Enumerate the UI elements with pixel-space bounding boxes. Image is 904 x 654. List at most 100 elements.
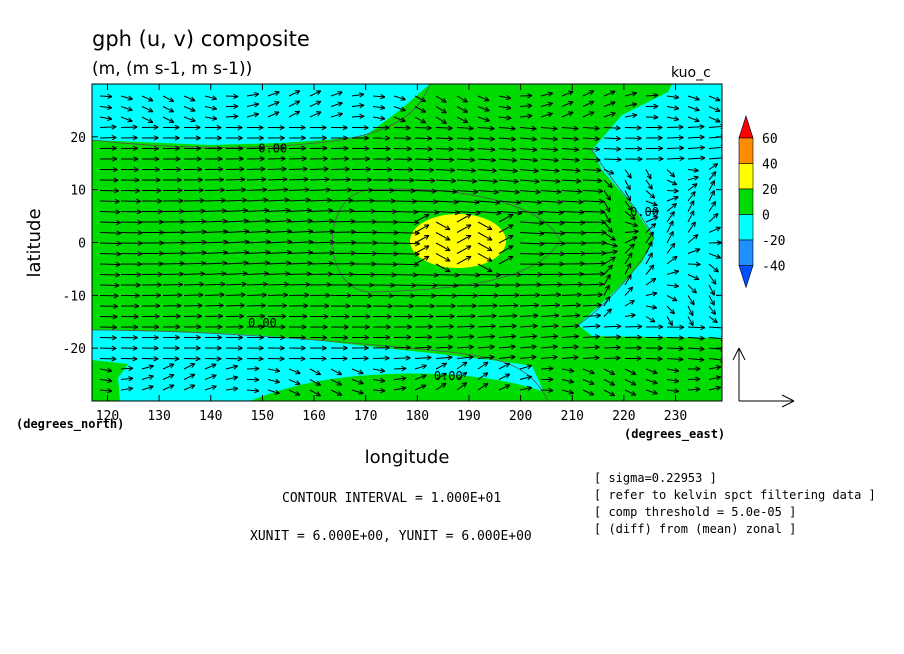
wind-vector <box>624 91 637 97</box>
wind-vector <box>246 356 264 362</box>
wind-vector <box>603 169 615 175</box>
wind-vector <box>456 178 477 184</box>
wind-vector <box>645 114 659 120</box>
y-tick-label: -10 <box>63 289 86 304</box>
wind-vector <box>414 167 435 173</box>
wind-vector <box>120 261 143 267</box>
x-tick-label: 200 <box>509 409 532 424</box>
wind-vector <box>330 135 348 141</box>
wind-vector <box>141 219 164 225</box>
wind-vector <box>288 110 301 118</box>
wind-vector <box>645 145 663 152</box>
wind-vector <box>183 106 196 112</box>
wind-vector <box>456 344 474 350</box>
wind-vector <box>204 324 223 330</box>
wind-vector <box>141 303 161 309</box>
wind-vector <box>204 334 222 341</box>
wind-vector <box>624 190 632 202</box>
wind-vector <box>204 292 225 298</box>
wind-vector <box>309 166 329 172</box>
wind-vector <box>477 210 502 216</box>
wind-vector <box>477 334 496 340</box>
wind-vector <box>162 124 180 131</box>
wind-vector <box>414 177 436 184</box>
wind-vector <box>351 282 374 288</box>
wind-vector <box>141 208 163 215</box>
wind-vector <box>351 135 369 141</box>
wind-vector <box>666 367 680 374</box>
x-tick-label: 160 <box>302 409 325 424</box>
x-tick-label: 180 <box>406 409 429 424</box>
wind-vector <box>288 176 309 182</box>
wind-vector <box>225 218 249 224</box>
wind-vector <box>393 313 413 320</box>
wind-vector <box>309 100 322 107</box>
wind-vector <box>393 135 411 141</box>
wind-vector <box>351 389 364 395</box>
wind-vector <box>120 324 139 330</box>
wind-vector <box>519 323 538 329</box>
wind-vector <box>225 166 245 172</box>
wind-vector <box>582 90 595 97</box>
wind-vector <box>666 195 679 202</box>
wind-vector <box>99 156 118 162</box>
wind-vector <box>288 135 306 141</box>
wind-vector <box>267 345 285 351</box>
wind-vector <box>120 345 138 351</box>
wind-vector <box>309 292 331 298</box>
wind-vector <box>645 241 653 254</box>
wind-vector <box>141 271 163 277</box>
wind-vector <box>372 303 393 309</box>
wind-vector <box>183 124 201 131</box>
wind-vector <box>225 93 239 99</box>
wind-vector <box>582 302 602 308</box>
wind-vector <box>246 324 265 330</box>
wind-vector <box>183 313 202 319</box>
wind-vector <box>99 230 122 236</box>
wind-vector <box>162 156 181 162</box>
wind-vector <box>561 344 579 350</box>
wind-vector <box>603 101 616 107</box>
wind-vector <box>435 178 457 184</box>
wind-vector <box>456 323 475 330</box>
wind-vector <box>141 229 164 236</box>
wind-vector <box>687 183 698 191</box>
wind-vector <box>225 156 244 162</box>
wind-vector <box>624 102 638 108</box>
wind-vector <box>267 292 289 298</box>
wind-vector <box>624 299 635 307</box>
wind-vector <box>246 135 264 141</box>
wind-vector <box>645 179 653 190</box>
wind-vector <box>603 221 613 233</box>
wind-vector <box>120 106 133 112</box>
wind-vector <box>498 178 519 184</box>
wind-vector <box>603 146 622 152</box>
wind-vector <box>351 166 371 172</box>
wind-vector <box>624 323 643 330</box>
wind-vector <box>540 91 554 97</box>
wind-vector <box>477 282 500 288</box>
wind-vector <box>183 116 196 123</box>
wind-vector <box>435 95 447 103</box>
wind-vector <box>519 333 538 340</box>
wind-vector <box>456 157 475 163</box>
wind-vector <box>414 355 432 361</box>
wind-vector <box>582 379 595 385</box>
wind-vector <box>414 106 427 113</box>
wind-vector <box>561 167 581 174</box>
wind-vector <box>204 124 222 131</box>
colorbar-label: -40 <box>762 260 785 275</box>
wind-vector <box>267 207 291 214</box>
wind-vector <box>351 313 371 320</box>
contour-label: 0.00 <box>258 142 287 156</box>
wind-vector <box>435 221 451 231</box>
wind-vector <box>309 145 328 151</box>
wind-vector <box>99 261 121 268</box>
wind-vector <box>708 305 717 315</box>
wind-vector <box>204 166 224 172</box>
wind-vector <box>519 146 538 153</box>
wind-vector <box>309 368 322 376</box>
wind-vector <box>141 95 154 102</box>
wind-vector <box>309 334 328 341</box>
wind-vector <box>162 334 180 341</box>
